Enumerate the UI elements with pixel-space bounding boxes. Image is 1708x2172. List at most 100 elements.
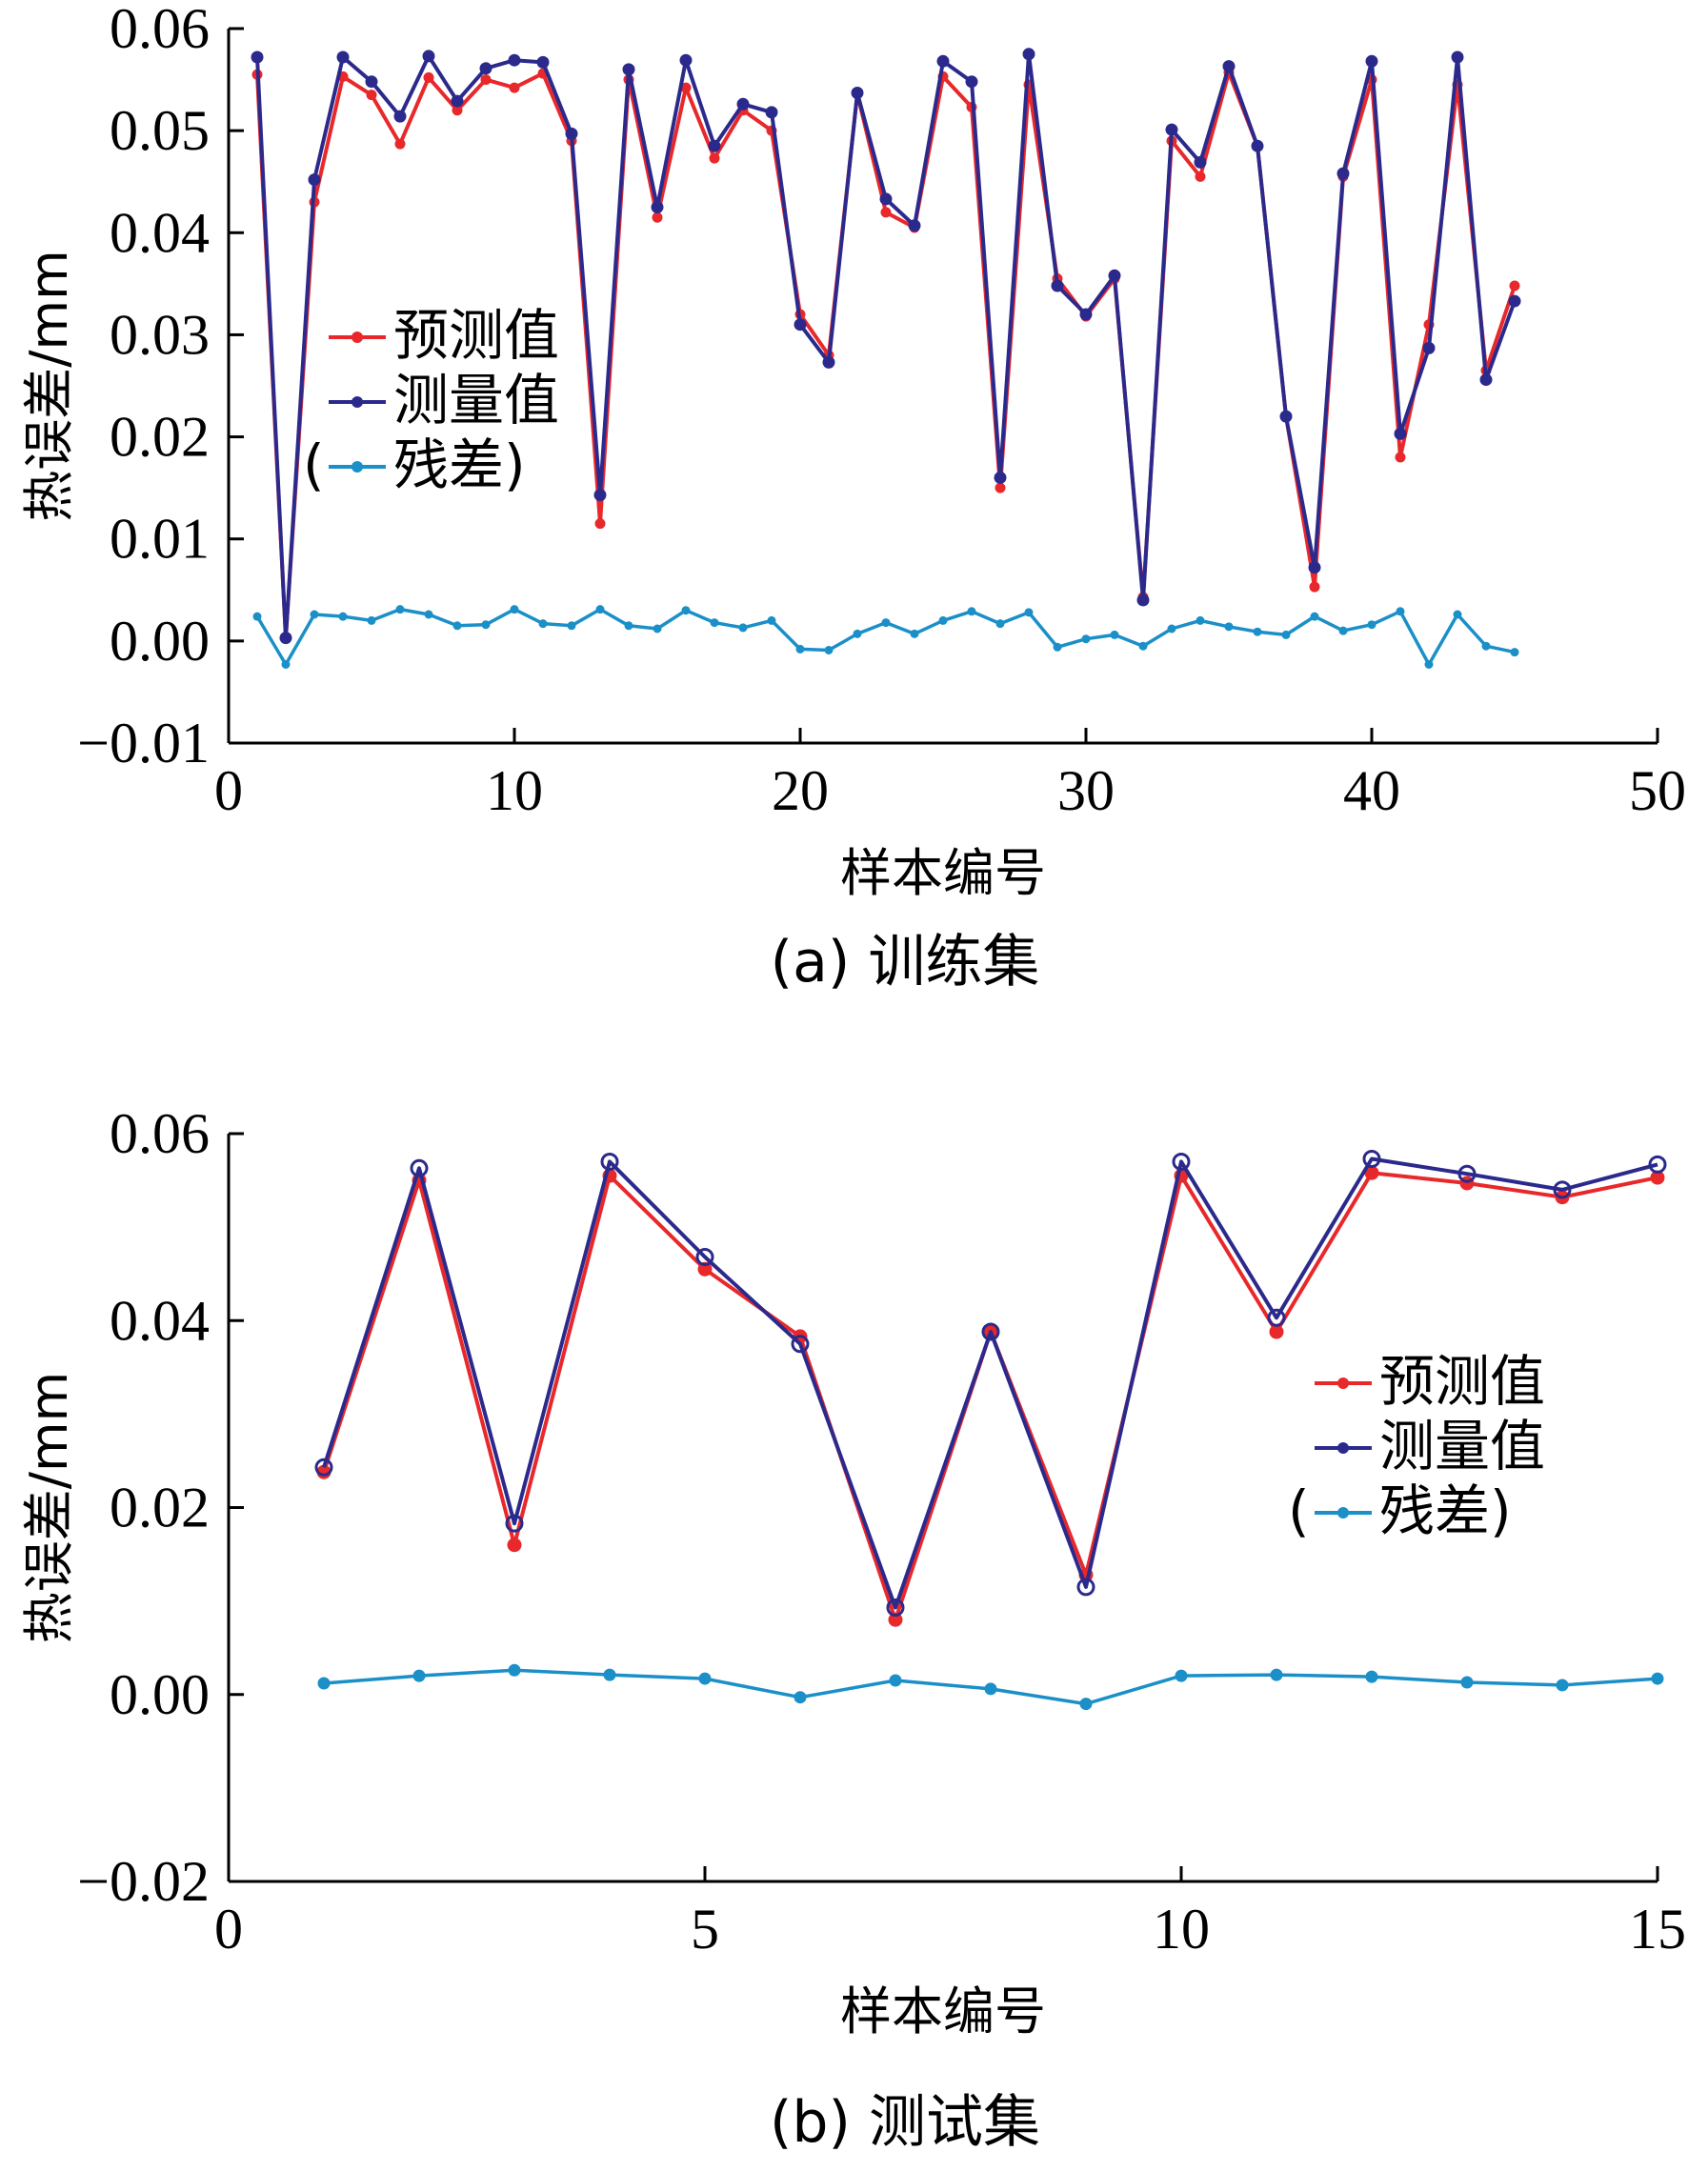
data-point: [736, 97, 750, 111]
data-point: [1556, 1679, 1569, 1692]
data-point: [698, 1672, 712, 1685]
data-point: [681, 606, 691, 615]
data-point: [881, 618, 891, 628]
data-point: [1253, 627, 1262, 636]
data-point: [1269, 1324, 1284, 1339]
legend-prefix: (: [303, 432, 325, 497]
data-point: [1396, 607, 1405, 616]
data-point: [653, 624, 662, 634]
x-tick-label: 40: [1343, 759, 1400, 822]
data-point: [1079, 308, 1093, 321]
data-point: [1251, 139, 1264, 152]
data-point: [709, 152, 720, 164]
y-tick-label: 0.06: [110, 1102, 210, 1165]
data-point: [338, 612, 348, 621]
data-point: [538, 619, 548, 629]
data-point: [1509, 280, 1520, 292]
data-point: [908, 219, 921, 232]
data-point: [1279, 410, 1293, 423]
data-point: [853, 629, 862, 638]
data-point: [1270, 1668, 1283, 1681]
data-point: [651, 201, 664, 213]
data-point: [1365, 54, 1378, 68]
data-point: [281, 660, 291, 669]
data-point: [508, 53, 521, 67]
chart-b: −0.02 0.00 0.02 0.04 0.06 0 5 10 15 样本编号 热误差/mm (b)…: [19, 1102, 1686, 2156]
legend-label: 残差): [1379, 1478, 1512, 1543]
data-point: [1394, 427, 1407, 440]
y-tick-label: 0.05: [110, 99, 210, 162]
series-line: [322, 1156, 1658, 1610]
data-point: [314, 1458, 333, 1477]
data-point: [1024, 608, 1034, 617]
data-point: [995, 619, 1005, 629]
data-point: [1281, 630, 1291, 639]
data-point: [1172, 1152, 1191, 1171]
data-point: [1451, 50, 1464, 64]
y-tick-label: 0.01: [110, 508, 210, 571]
data-point: [480, 74, 492, 86]
data-point: [567, 621, 576, 631]
chart-a: −0.01 0.00 0.01 0.02 0.03 0.04 0.05 0.06 0 10 20 30…: [19, 0, 1686, 996]
data-point: [1196, 615, 1205, 625]
x-tick-label: 10: [1153, 1898, 1210, 1961]
data-point: [422, 50, 435, 63]
data-point: [1138, 641, 1148, 651]
legend-marker: [352, 461, 363, 473]
data-point: [1453, 610, 1462, 619]
data-point: [880, 207, 892, 218]
data-point: [910, 629, 919, 638]
data-point: [410, 1158, 429, 1177]
data-point: [1553, 1180, 1572, 1199]
data-point: [1422, 341, 1436, 354]
data-point: [565, 127, 578, 140]
series-line: [255, 607, 1516, 667]
y-tick-label: 0.04: [110, 1289, 210, 1352]
data-point: [824, 646, 834, 654]
data-point: [366, 90, 377, 101]
x-tick-label: 10: [486, 759, 543, 822]
data-point: [603, 1668, 616, 1681]
data-point: [507, 1538, 522, 1553]
data-point: [1194, 155, 1207, 169]
y-tick-label: 0.02: [110, 406, 210, 469]
data-point: [708, 139, 721, 152]
legend-label: 测量值: [393, 368, 559, 432]
data-point: [1338, 626, 1348, 635]
data-point: [317, 1677, 331, 1690]
data-point: [1648, 1155, 1667, 1174]
data-point: [1108, 269, 1121, 282]
data-point: [1508, 294, 1521, 308]
chart-caption: (a) 训练集: [771, 929, 1040, 996]
y-tick-label: 0.04: [110, 201, 210, 264]
data-point: [767, 615, 776, 625]
data-point: [965, 75, 978, 89]
data-point: [593, 489, 607, 502]
data-point: [279, 632, 292, 645]
x-tick-label: 20: [772, 759, 829, 822]
data-point: [594, 518, 606, 530]
legend-prefix: (: [1288, 1478, 1310, 1543]
data-point: [509, 82, 520, 93]
x-tick-label: 0: [214, 1898, 243, 1961]
data-point: [481, 620, 491, 630]
data-point: [794, 1691, 807, 1704]
data-point: [695, 1248, 714, 1267]
x-tick-label: 15: [1629, 1898, 1686, 1961]
data-point: [1424, 660, 1434, 669]
data-point: [595, 605, 605, 614]
data-point: [251, 50, 264, 64]
data-point: [886, 1598, 905, 1617]
y-tick-label: −0.02: [77, 1850, 210, 1913]
data-point: [1336, 167, 1350, 180]
chart-caption: (b) 测试集: [770, 2089, 1040, 2156]
data-point: [1167, 624, 1176, 634]
data-point: [451, 94, 464, 108]
data-point: [1309, 581, 1320, 593]
legend-label: 残差): [393, 432, 526, 497]
data-point: [479, 62, 492, 75]
data-point: [310, 610, 319, 619]
data-point: [1365, 1670, 1378, 1683]
legend-marker: [1337, 1442, 1349, 1454]
